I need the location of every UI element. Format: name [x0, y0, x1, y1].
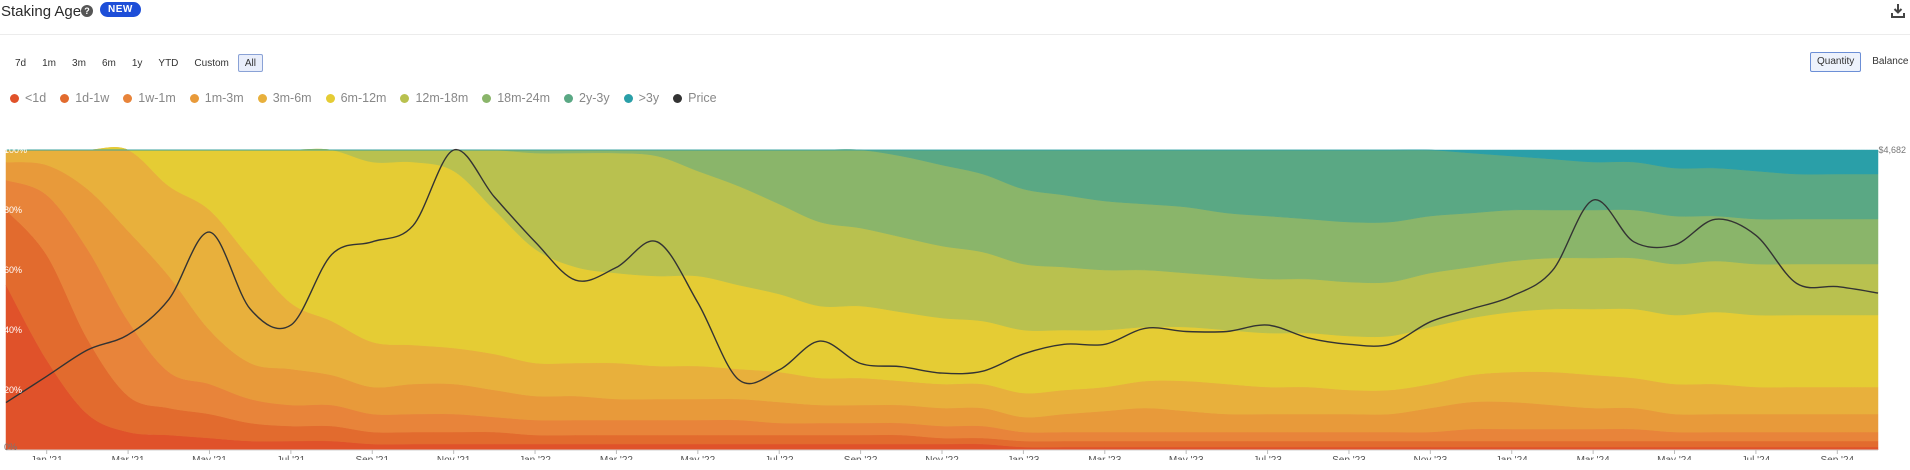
area-series->3y — [5, 149, 1879, 175]
legend-dot-icon — [482, 93, 492, 103]
y-tick-label: 40% — [4, 325, 22, 335]
x-tick-label: May '24 — [1657, 455, 1692, 460]
x-tick-label: Mar '22 — [600, 455, 633, 460]
x-tick-label: May '22 — [680, 455, 715, 460]
legend-label: <1d — [25, 91, 47, 105]
legend-dot-icon — [564, 93, 574, 103]
legend-item[interactable]: 18m-24m — [482, 91, 550, 105]
legend-item[interactable]: 3m-6m — [257, 91, 312, 105]
legend-item[interactable]: 2y-3y — [564, 91, 610, 105]
new-badge: NEW — [100, 2, 141, 17]
y-tick-label: 80% — [4, 205, 22, 215]
x-tick-label: Mar '21 — [112, 455, 145, 460]
range-button-3m[interactable]: 3m — [72, 58, 86, 69]
range-button-6m[interactable]: 6m — [101, 58, 116, 69]
legend-item[interactable]: Price — [673, 91, 717, 105]
x-tick-label: Mar '23 — [1088, 455, 1121, 460]
x-tick-label: Jan '21 — [31, 455, 63, 460]
x-tick-label: May '21 — [192, 455, 227, 460]
legend-label: Price — [688, 91, 717, 105]
y-tick-label: 0% — [4, 442, 17, 452]
mode-button-balance[interactable]: Balance — [1872, 56, 1909, 67]
legend-label: 1m-3m — [204, 91, 244, 105]
help-icon[interactable]: ? — [81, 5, 93, 17]
price-tick-label: $1,290 — [1878, 362, 1906, 372]
x-tick-label: Sep '24 — [1820, 455, 1854, 460]
x-tick-label: Nov '21 — [437, 455, 471, 460]
legend-label: >3y — [638, 91, 660, 105]
x-tick-label: May '23 — [1169, 455, 1204, 460]
legend-dot-icon — [623, 93, 633, 103]
staking-age-chart: Jan '21 Mar '21 May '21 Jul '21 Sep '21 Nov '… — [4, 145, 1906, 460]
x-tick-label: Nov '23 — [1414, 455, 1448, 460]
range-button-all[interactable]: All — [237, 54, 263, 72]
x-tick-label: Sep '23 — [1332, 455, 1366, 460]
y-tick-label: 20% — [4, 385, 22, 395]
range-button-7d[interactable]: 7d — [15, 58, 27, 69]
x-tick-label: Nov '22 — [925, 455, 959, 460]
mode-button-quantity[interactable]: Quantity — [1810, 52, 1862, 72]
x-tick-label: Sep '22 — [844, 455, 878, 460]
legend-label: 1d-1w — [75, 91, 110, 105]
time-range-selector: 7d 1m 3m 6m 1y YTD Custom All — [8, 54, 263, 72]
download-icon[interactable] — [1890, 3, 1906, 19]
x-tick-label: Jan '22 — [519, 455, 551, 460]
price-tick-label: $608 — [1886, 406, 1906, 416]
price-tick-label: $4,682 — [1878, 145, 1906, 155]
legend-item[interactable]: 1w-1m — [123, 91, 176, 105]
range-button-custom[interactable]: Custom — [194, 58, 229, 69]
legend-item[interactable]: 6m-12m — [325, 91, 387, 105]
price-line — [5, 149, 1879, 404]
legend-label: 2y-3y — [579, 91, 610, 105]
legend-dot-icon — [123, 93, 133, 103]
legend-dot-icon — [673, 93, 683, 103]
legend-label: 1w-1m — [138, 91, 176, 105]
price-tick-label: $3,050 — [1878, 250, 1906, 260]
legend-item[interactable]: 12m-18m — [400, 91, 468, 105]
header-bar: Staking Age ? NEW — [0, 0, 1910, 35]
x-tick-label: Jul '24 — [1742, 455, 1771, 460]
chart-legend: <1d 1d-1w 1w-1m 1m-3m 3m-6m 6m-12m 12m-18m 18m-… — [10, 91, 717, 105]
y-tick-label: 100% — [4, 145, 27, 155]
legend-label: 12m-18m — [415, 91, 469, 105]
x-tick-label: Jan '23 — [1007, 455, 1039, 460]
range-button-1m[interactable]: 1m — [42, 58, 57, 69]
x-tick-label: Jan '24 — [1496, 455, 1528, 460]
legend-item[interactable]: 1m-3m — [189, 91, 244, 105]
legend-item[interactable]: >3y — [623, 91, 660, 105]
page-title: Staking Age — [1, 3, 82, 20]
legend-dot-icon — [10, 93, 19, 103]
legend-label: 18m-24m — [497, 91, 551, 105]
legend-dot-icon — [189, 93, 199, 103]
range-button-ytd[interactable]: YTD — [158, 58, 179, 69]
legend-item[interactable]: <1d — [10, 91, 46, 105]
x-tick-label: Mar '24 — [1577, 455, 1610, 460]
legend-label: 6m-12m — [340, 91, 387, 105]
x-tick-label: Jul '21 — [277, 455, 306, 460]
legend-item[interactable]: 1d-1w — [60, 91, 109, 105]
legend-dot-icon — [257, 93, 267, 103]
price-tick-label: $2,100 — [1878, 310, 1906, 320]
x-tick-label: Jul '22 — [765, 455, 794, 460]
x-tick-label: Jul '23 — [1253, 455, 1282, 460]
legend-label: 3m-6m — [272, 91, 312, 105]
legend-dot-icon — [325, 93, 335, 103]
mode-selector: Quantity Balance — [1810, 52, 1910, 72]
price-tick-label: $3,850 — [1878, 198, 1906, 208]
range-button-1y[interactable]: 1y — [131, 58, 143, 69]
x-tick-label: Sep '21 — [355, 455, 389, 460]
legend-dot-icon — [400, 93, 410, 103]
legend-dot-icon — [60, 93, 70, 103]
y-tick-label: 60% — [4, 265, 22, 275]
